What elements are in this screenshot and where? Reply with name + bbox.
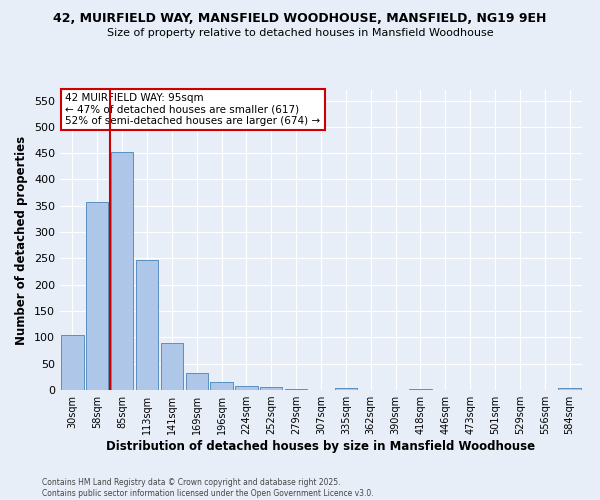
Bar — [285, 389, 307, 390]
Bar — [86, 202, 109, 390]
Text: Size of property relative to detached houses in Mansfield Woodhouse: Size of property relative to detached ho… — [107, 28, 493, 38]
Bar — [136, 260, 158, 390]
Text: Contains HM Land Registry data © Crown copyright and database right 2025.
Contai: Contains HM Land Registry data © Crown c… — [42, 478, 374, 498]
X-axis label: Distribution of detached houses by size in Mansfield Woodhouse: Distribution of detached houses by size … — [106, 440, 536, 453]
Bar — [559, 388, 581, 390]
Bar — [260, 388, 283, 390]
Text: 42, MUIRFIELD WAY, MANSFIELD WOODHOUSE, MANSFIELD, NG19 9EH: 42, MUIRFIELD WAY, MANSFIELD WOODHOUSE, … — [53, 12, 547, 26]
Bar — [211, 382, 233, 390]
Bar — [235, 386, 257, 390]
Bar — [61, 334, 83, 390]
Text: 42 MUIRFIELD WAY: 95sqm
← 47% of detached houses are smaller (617)
52% of semi-d: 42 MUIRFIELD WAY: 95sqm ← 47% of detache… — [65, 93, 320, 126]
Bar — [335, 388, 357, 390]
Bar — [409, 389, 431, 390]
Bar — [111, 152, 133, 390]
Bar — [185, 373, 208, 390]
Y-axis label: Number of detached properties: Number of detached properties — [16, 136, 28, 344]
Bar — [161, 342, 183, 390]
